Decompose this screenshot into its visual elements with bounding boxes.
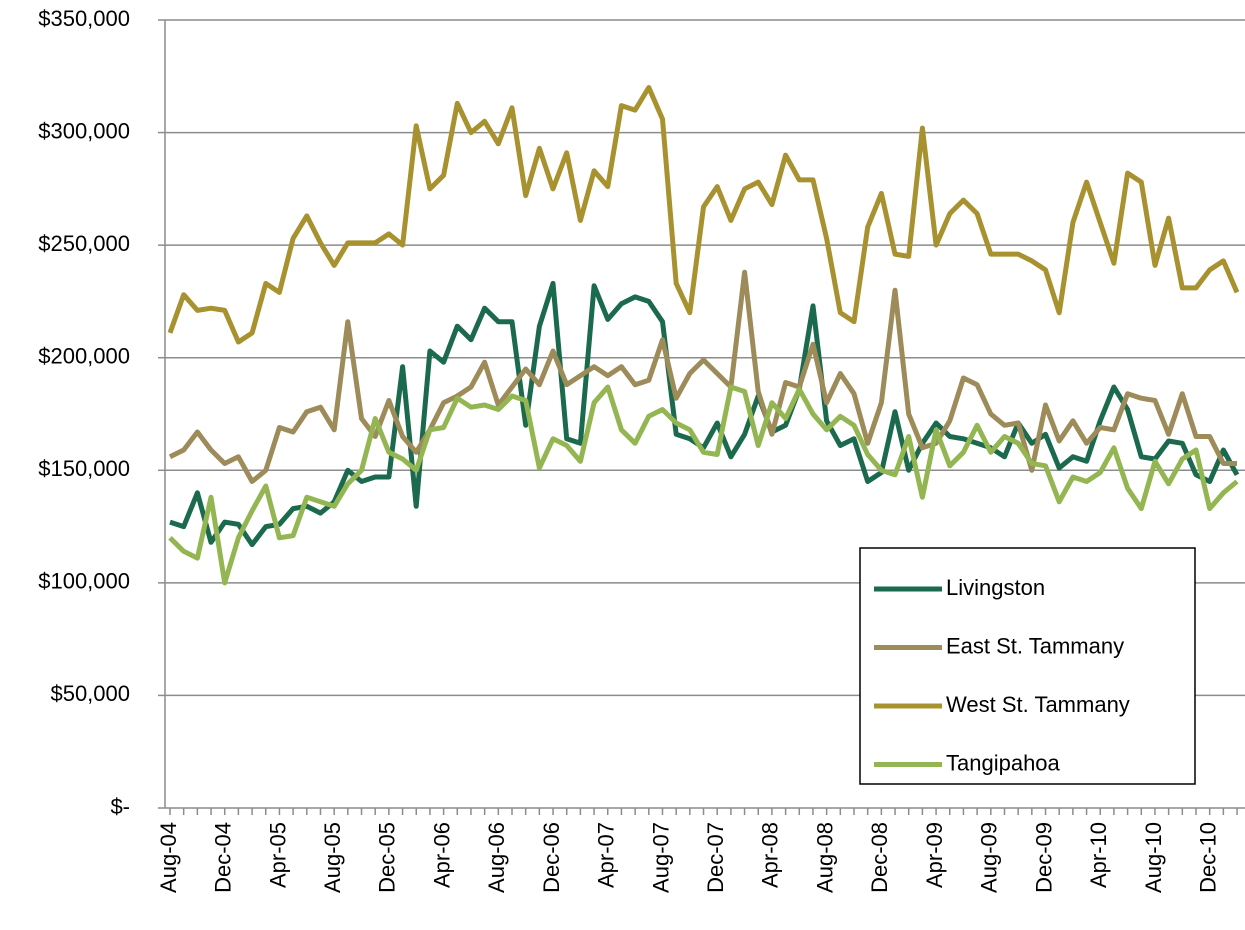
y-tick-label: $150,000	[38, 456, 130, 481]
line-series	[168, 269, 1237, 484]
y-tick-label: $300,000	[38, 118, 130, 143]
x-tick-label: Aug-10	[1141, 822, 1166, 893]
x-tick-label: Dec-05	[375, 822, 400, 893]
x-tick-label: Dec-07	[703, 822, 728, 893]
y-tick-label: $50,000	[50, 681, 130, 706]
y-tick-label: $200,000	[38, 344, 130, 369]
legend-label: East St. Tammany	[946, 633, 1124, 658]
x-tick-label: Aug-06	[484, 822, 509, 893]
y-tick-label: $350,000	[38, 6, 130, 31]
x-tick-label: Aug-04	[156, 822, 181, 893]
x-tick-label: Apr-09	[922, 822, 947, 888]
x-tick-label: Dec-08	[867, 822, 892, 893]
x-tick-label: Aug-08	[812, 822, 837, 893]
x-tick-label: Aug-05	[320, 822, 345, 893]
legend-label: Livingston	[946, 575, 1045, 600]
x-tick-label: Dec-04	[211, 822, 236, 893]
x-tick-label: Apr-08	[758, 822, 783, 888]
x-tick-label: Apr-05	[265, 822, 290, 888]
legend-label: Tangipahoa	[946, 750, 1061, 775]
x-tick-label: Dec-09	[1031, 822, 1056, 893]
legend-label: West St. Tammany	[946, 692, 1130, 717]
y-tick-label: $-	[110, 794, 130, 819]
line-series	[167, 85, 1240, 345]
x-tick-label: Dec-06	[539, 822, 564, 893]
x-tick-label: Apr-07	[594, 822, 619, 888]
y-tick-label: $100,000	[38, 569, 130, 594]
x-tick-label: Apr-06	[429, 822, 454, 888]
line-series	[168, 384, 1239, 586]
x-tick-label: Dec-10	[1195, 822, 1220, 893]
y-tick-label: $250,000	[38, 231, 130, 256]
x-tick-label: Aug-09	[977, 822, 1002, 893]
x-tick-label: Aug-07	[648, 822, 673, 893]
x-tick-label: Apr-10	[1086, 822, 1111, 888]
